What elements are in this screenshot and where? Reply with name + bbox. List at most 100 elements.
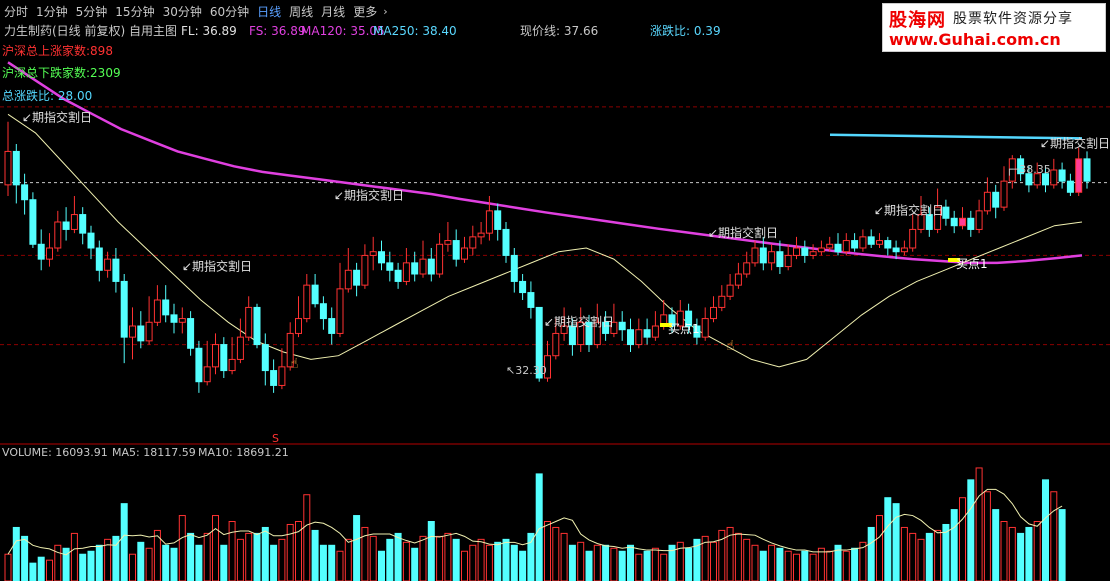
candle-body (610, 321, 618, 334)
expiry-day-label: ↙期指交割日 (334, 188, 404, 203)
candle-body (469, 236, 477, 249)
volume-bar (1000, 521, 1008, 581)
candle-body (817, 247, 825, 253)
candle-body (876, 240, 883, 245)
volume-bar (784, 550, 792, 581)
tab-8[interactable]: 月线 (321, 4, 346, 19)
tab-7[interactable]: 周线 (289, 4, 314, 19)
volume-bar (610, 547, 618, 581)
buy-point-marker (948, 258, 960, 262)
volume-bar (851, 547, 859, 581)
volume-bar (394, 532, 402, 581)
volume-bar (1058, 509, 1066, 581)
candle-body (1075, 158, 1083, 193)
candle-body (1017, 158, 1025, 175)
buy-point-marker (660, 323, 672, 327)
candle-body (1066, 180, 1074, 193)
candle-body (12, 150, 20, 186)
volume-bar (759, 550, 767, 581)
candle-body (220, 344, 228, 372)
candle-body (369, 251, 377, 256)
volume-bar (585, 550, 593, 581)
candle-body (1025, 173, 1033, 186)
tab-1[interactable]: 1分钟 (36, 4, 68, 19)
volume-bar (577, 541, 585, 581)
volume-bar (643, 550, 651, 581)
candle-body (162, 299, 170, 316)
volume-bar (967, 479, 975, 581)
candle-body (710, 306, 717, 320)
candle-body (402, 262, 410, 282)
hand-pointer-icon: ☝ (726, 338, 735, 354)
volume-bar (726, 526, 734, 581)
candle-body (784, 254, 792, 268)
candle-body (842, 240, 850, 253)
volume-bar (178, 515, 186, 581)
candle-body (618, 321, 626, 331)
tab-4[interactable]: 30分钟 (162, 4, 202, 19)
tab-2[interactable]: 5分钟 (75, 4, 108, 19)
volume-bar (892, 503, 900, 581)
volume-bar (1008, 526, 1016, 581)
volume-bar (502, 538, 510, 581)
candle-body (627, 329, 634, 346)
volume-bar (195, 544, 203, 581)
volume-bar (187, 532, 195, 581)
expiry-day-label: ↙期指交割日 (544, 314, 614, 329)
volume-bar (411, 547, 419, 581)
volume-bar (959, 497, 966, 581)
ma250-line (7, 61, 1083, 265)
volume-bar (917, 538, 925, 581)
brand-slogan: 股票软件资源分享 (953, 11, 1073, 27)
watermark-logo: 股海网 股票软件资源分享 www.Guhai.com.cn (882, 3, 1106, 52)
candle-body (925, 214, 933, 230)
volume-bar (419, 535, 427, 581)
volume-bar (278, 538, 286, 581)
volume-bar (129, 553, 136, 581)
period-tabs: 分时 1分钟 5分钟 15分钟 30分钟 60分钟 日线 周线 月线 更多 › (0, 0, 388, 22)
tab-6[interactable]: 日线 (257, 4, 282, 19)
candle-body (87, 232, 95, 249)
tab-5[interactable]: 60分钟 (209, 4, 250, 19)
candle-body (909, 228, 917, 249)
candle-body (270, 370, 278, 386)
candle-body (793, 247, 800, 256)
candle-body (95, 247, 103, 271)
volume-bar (676, 541, 684, 581)
volume-bars (4, 467, 1066, 581)
candle-body (353, 269, 361, 286)
candle-body (942, 206, 950, 219)
chart-title: 力生制药(日线 前复权) 自用主图 (4, 23, 177, 38)
candle-body (145, 321, 153, 342)
candle-body (1050, 169, 1058, 186)
chevron-right-icon[interactable]: › (383, 4, 388, 18)
candle-body (602, 321, 610, 334)
candle-body (112, 258, 120, 282)
volume-bar (378, 550, 385, 581)
volume-bar (295, 521, 302, 581)
candle-body (502, 228, 510, 256)
low-price-label: ↖32.30 (506, 364, 547, 377)
volume-bar (386, 538, 394, 581)
volume-bar (618, 550, 626, 581)
candle-body (734, 273, 742, 286)
fs-value: FS: 36.89 (249, 24, 306, 38)
candle-body (361, 254, 369, 286)
volume-bar (1050, 491, 1058, 581)
volume-bar (137, 541, 145, 581)
volume-bar (826, 550, 834, 581)
tab-0[interactable]: 分时 (4, 4, 29, 19)
volume-bar (303, 494, 311, 581)
candle-body (319, 303, 327, 320)
candle-body (170, 314, 178, 323)
tab-3[interactable]: 15分钟 (115, 4, 155, 19)
candle-body (743, 262, 751, 275)
tab-9[interactable]: 更多 (353, 4, 378, 19)
volume-bar (162, 544, 170, 581)
candle-body (62, 221, 70, 230)
volume-bar (627, 544, 634, 581)
candle-body (245, 306, 253, 338)
volume-bar (519, 550, 527, 581)
volume-bar (427, 521, 435, 581)
